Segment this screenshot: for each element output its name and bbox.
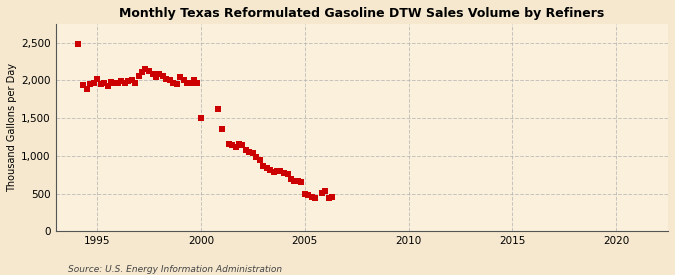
Point — [144, 69, 155, 74]
Point — [286, 177, 296, 182]
Point — [137, 70, 148, 74]
Point — [303, 193, 314, 197]
Point — [161, 77, 171, 81]
Point — [244, 150, 254, 154]
Point — [289, 179, 300, 184]
Point — [254, 157, 265, 162]
Point — [154, 72, 165, 77]
Point — [237, 143, 248, 147]
Point — [261, 166, 272, 170]
Point — [299, 191, 310, 196]
Point — [147, 72, 158, 77]
Point — [116, 79, 127, 83]
Point — [126, 78, 137, 82]
Point — [109, 81, 119, 86]
Point — [175, 75, 186, 79]
Point — [165, 78, 176, 82]
Text: Source: U.S. Energy Information Administration: Source: U.S. Energy Information Administ… — [68, 265, 281, 274]
Point — [119, 81, 130, 85]
Point — [95, 82, 106, 86]
Point — [216, 127, 227, 132]
Point — [306, 195, 317, 199]
Y-axis label: Thousand Gallons per Day: Thousand Gallons per Day — [7, 63, 17, 192]
Point — [272, 169, 283, 173]
Point — [258, 163, 269, 168]
Point — [171, 82, 182, 86]
Point — [192, 81, 202, 86]
Point — [99, 81, 109, 85]
Point — [102, 84, 113, 88]
Point — [189, 78, 200, 82]
Point — [105, 80, 116, 84]
Title: Monthly Texas Reformulated Gasoline DTW Sales Volume by Refiners: Monthly Texas Reformulated Gasoline DTW … — [119, 7, 604, 20]
Point — [327, 194, 338, 199]
Point — [282, 172, 293, 176]
Point — [268, 169, 279, 174]
Point — [82, 87, 92, 92]
Point — [185, 81, 196, 85]
Point — [230, 145, 241, 149]
Point — [223, 142, 234, 146]
Point — [279, 170, 290, 175]
Point — [178, 78, 189, 82]
Point — [151, 75, 161, 79]
Point — [240, 148, 251, 152]
Point — [113, 81, 124, 86]
Point — [140, 67, 151, 71]
Point — [317, 191, 327, 195]
Point — [123, 79, 134, 83]
Point — [292, 179, 303, 184]
Point — [168, 81, 179, 86]
Point — [248, 151, 259, 155]
Point — [157, 74, 168, 78]
Point — [85, 82, 96, 86]
Point — [78, 83, 88, 87]
Point — [296, 180, 306, 185]
Point — [92, 77, 103, 81]
Point — [182, 81, 192, 86]
Point — [265, 168, 275, 172]
Point — [73, 42, 84, 46]
Point — [323, 196, 334, 200]
Point — [88, 81, 99, 86]
Point — [133, 74, 144, 78]
Point — [196, 116, 207, 120]
Point — [234, 142, 244, 146]
Point — [320, 189, 331, 193]
Point — [130, 81, 140, 86]
Point — [213, 107, 223, 111]
Point — [310, 196, 321, 200]
Point — [275, 169, 286, 173]
Point — [251, 154, 262, 159]
Point — [227, 143, 238, 147]
